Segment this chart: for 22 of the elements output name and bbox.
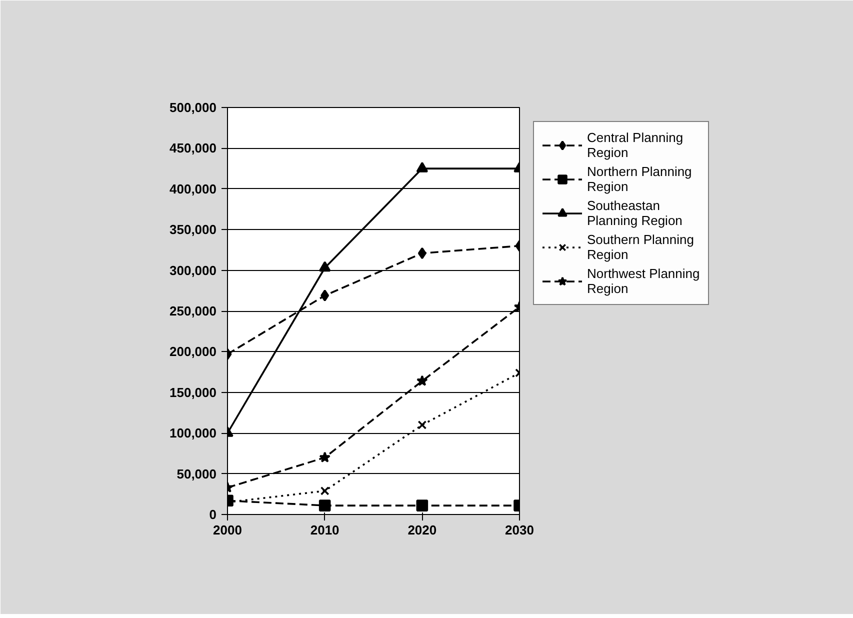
- x-tick-label: 2000: [213, 522, 242, 538]
- y-tick-label: 100,000: [170, 426, 217, 441]
- legend-label: Central Planning Region: [587, 130, 684, 160]
- x-tick-label: 2010: [310, 522, 340, 538]
- y-tick-label: 50,000: [176, 466, 217, 482]
- point: [418, 420, 427, 430]
- legend-label: Northwest Planning Region: [587, 266, 700, 296]
- x-tick-label: 2020: [408, 522, 437, 538]
- y-tick-label: 300,000: [170, 262, 217, 278]
- point: [320, 486, 330, 496]
- y-tick-label: 0: [209, 507, 217, 522]
- y-tick-label: 200,000: [170, 344, 217, 360]
- y-tick-label: 450,000: [170, 140, 217, 156]
- y-tick-label: 250,000: [170, 304, 217, 318]
- legend-label: Southeastan Planning Region: [587, 198, 682, 228]
- legend-label: Southern Planning Region: [587, 232, 694, 262]
- legend-label: Northern Planning Region: [587, 164, 692, 194]
- y-tick-label: 500,000: [170, 100, 217, 115]
- y-tick-label: 400,000: [170, 181, 217, 196]
- y-tick-label: 350,000: [170, 222, 217, 238]
- y-tick-label: 150,000: [170, 384, 217, 400]
- x-tick-label: 2030: [505, 522, 534, 538]
